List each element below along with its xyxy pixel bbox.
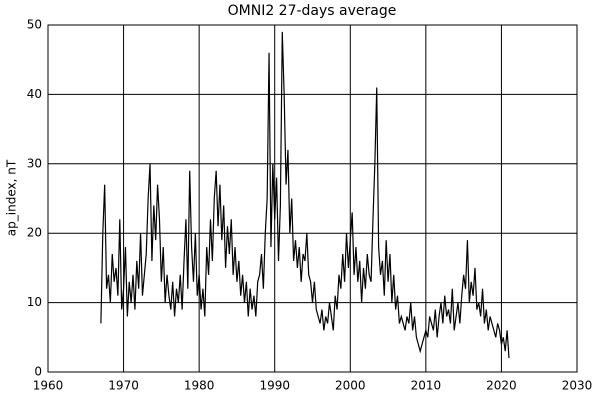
x-tick-label: 2020	[486, 379, 517, 393]
x-tick-label: 2030	[562, 379, 593, 393]
x-tick-label: 1970	[108, 379, 139, 393]
data-line	[100, 31, 510, 359]
plot-frame	[47, 24, 578, 373]
y-axis-label: ap_index, nT	[5, 159, 19, 236]
chart-title: OMNI2 27-days average	[228, 3, 397, 19]
y-tick-label: 40	[27, 87, 42, 101]
y-tick-label: 20	[27, 226, 42, 240]
x-tick-label: 2000	[335, 379, 366, 393]
x-tick-label: 2010	[411, 379, 442, 393]
x-tick-label: 1990	[259, 379, 290, 393]
x-tick-label: 1960	[33, 379, 64, 393]
y-tick-label: 0	[34, 365, 42, 379]
y-tick-label: 10	[27, 295, 42, 309]
y-tick-label: 50	[27, 18, 42, 32]
y-tick-label: 30	[27, 156, 42, 170]
x-tick-label: 1980	[184, 379, 215, 393]
